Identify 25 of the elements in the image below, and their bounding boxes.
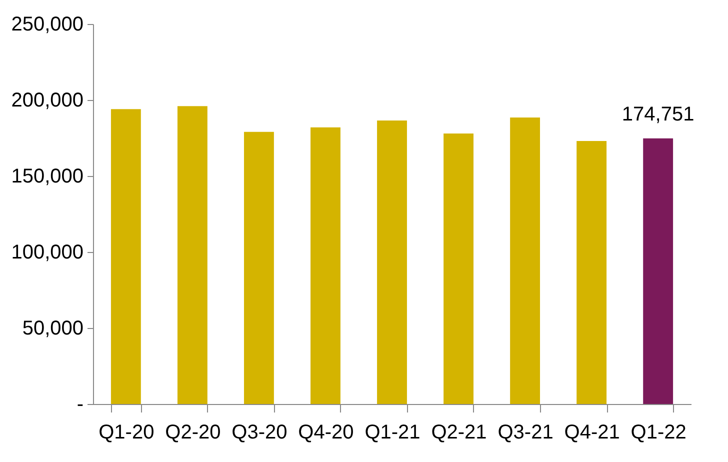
data-label: 174,751 [622,103,694,126]
x-tick-label: Q4-20 [298,422,354,444]
y-tick-label: 150,000 [11,166,84,188]
bar [177,106,208,404]
x-tick-label: Q1-21 [364,422,420,444]
bar [377,120,407,404]
x-tick-label: Q2-21 [431,422,487,444]
bar [643,138,674,404]
x-tick-label: Q1-20 [98,422,154,444]
x-tick-label: Q2-20 [165,422,221,444]
bar [444,133,474,404]
x-tick-label: Q3-20 [232,422,288,444]
bar [310,127,340,404]
x-tick-label: Q3-21 [498,422,554,444]
x-tick-label: Q1-22 [630,422,686,444]
y-tick-label: 50,000 [22,318,84,340]
bar [244,132,274,404]
bar [576,141,607,404]
x-tick-label: Q4-21 [564,422,620,444]
y-tick-label: 200,000 [11,90,84,112]
y-tick-label: 250,000 [11,14,84,36]
y-tick-label: 100,000 [11,242,84,264]
bar [110,109,141,404]
y-tick-label: - [76,394,84,416]
bar [510,117,540,404]
